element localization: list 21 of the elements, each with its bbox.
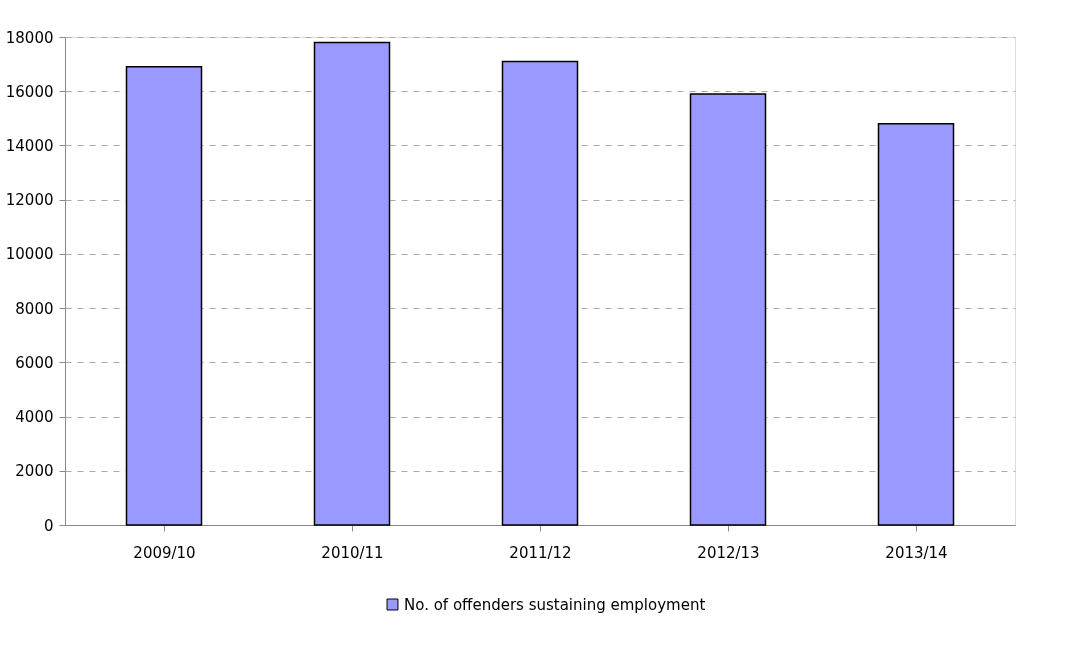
bar (125, 66, 203, 526)
y-tick-label: 18000 (5, 28, 54, 47)
bar (501, 60, 579, 526)
y-tick-label: 0 (43, 516, 54, 535)
bar (689, 93, 767, 526)
bar (877, 123, 955, 526)
x-tick-label: 2011/12 (509, 543, 572, 562)
bar (313, 41, 391, 526)
y-tick-label: 8000 (15, 299, 54, 318)
y-tick-label: 4000 (15, 408, 54, 427)
y-tick-label: 16000 (5, 82, 54, 101)
y-tick-label: 14000 (5, 136, 54, 155)
y-tick-label: 10000 (5, 245, 54, 264)
x-tick-label: 2010/11 (321, 543, 384, 562)
x-tick-label: 2009/10 (133, 543, 196, 562)
legend-label: No. of offenders sustaining employment (404, 595, 706, 614)
x-tick-label: 2012/13 (697, 543, 760, 562)
x-tick-label: 2013/14 (885, 543, 948, 562)
y-tick-label: 6000 (15, 353, 54, 372)
y-tick-label: 2000 (15, 462, 54, 481)
y-tick-label: 12000 (5, 191, 54, 210)
